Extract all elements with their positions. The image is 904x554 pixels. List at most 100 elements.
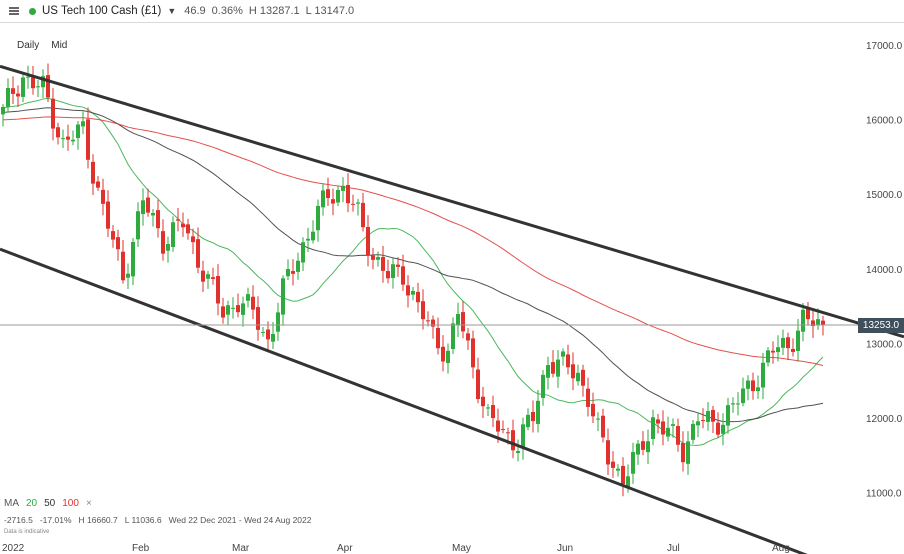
market-status-dot (29, 7, 36, 15)
candle-body (801, 309, 805, 332)
candle-body (661, 421, 665, 435)
x-tick-label: Feb (132, 543, 150, 554)
candle-body (586, 388, 590, 407)
candle-body (341, 185, 345, 191)
ma-label: MA (4, 498, 19, 509)
candle-body (491, 405, 495, 419)
candle-body (466, 333, 470, 341)
candle-body (751, 380, 755, 392)
ma-20-line (2, 97, 824, 446)
current-price-tag: 13253.0 (858, 317, 904, 333)
chevron-down-icon[interactable]: ▼ (167, 6, 177, 16)
ma-legend: MA 20 50 100 × (4, 498, 92, 509)
candle-body (401, 266, 405, 285)
candle-body (591, 404, 595, 417)
candle-body (736, 403, 740, 405)
x-tick-label: Aug (772, 543, 790, 554)
range-high: H 16660.7 (78, 515, 118, 525)
x-tick-label: Apr (337, 543, 353, 554)
candle-body (261, 331, 265, 333)
candle-body (236, 305, 240, 313)
candle-body (186, 224, 190, 234)
candle-body (756, 387, 760, 392)
y-tick-label: 16000.0 (866, 116, 903, 127)
candle-body (166, 244, 170, 251)
candle-body (511, 430, 515, 451)
ma-20-label[interactable]: 20 (26, 498, 38, 509)
y-tick-label: 13000.0 (866, 339, 903, 350)
disclaimer: Data is indicative (4, 529, 50, 535)
candle-body (1, 106, 5, 115)
candle-body (706, 411, 710, 422)
candle-body (656, 419, 660, 424)
candle-body (231, 307, 235, 309)
ma-100-label[interactable]: 100 (62, 498, 79, 509)
candle-body (716, 422, 720, 435)
candle-body (766, 350, 770, 363)
y-tick-label: 17000.0 (866, 41, 903, 52)
moving-averages (2, 97, 824, 446)
ma-50-line (2, 107, 824, 423)
menu-icon[interactable] (9, 7, 19, 15)
candle-body (496, 420, 500, 432)
candle-body (371, 255, 375, 260)
candle-body (546, 365, 550, 378)
candle-body (486, 407, 490, 409)
candle-body (571, 364, 575, 379)
candle-body (271, 333, 275, 342)
close-icon[interactable]: × (85, 498, 92, 509)
candle-body (211, 277, 215, 279)
candle-body (21, 77, 25, 97)
candle-body (646, 441, 650, 453)
candle-body (76, 124, 80, 139)
candle-body (696, 421, 700, 426)
candle-body (101, 189, 105, 204)
candle-body (396, 264, 400, 267)
candle-body (296, 260, 300, 272)
range-low: L 11036.6 (124, 515, 162, 525)
upper-channel-line (0, 64, 904, 339)
price-chart[interactable]: 11000.0 12000.0 13000.0 14000.0 15000.0 16000… (0, 23, 904, 554)
candle-body (441, 346, 445, 362)
candle-body (66, 136, 70, 140)
candle-body (366, 226, 370, 256)
instrument-name[interactable]: US Tech 100 Cash (£1) (42, 5, 162, 17)
x-tick-label: May (452, 543, 471, 554)
time-axis: 2022 Feb Mar Apr May Jun Jul Aug (2, 543, 790, 554)
candle-body (81, 121, 85, 127)
candle-body (731, 403, 735, 405)
candle-body (121, 251, 125, 281)
price-axis: 11000.0 12000.0 13000.0 14000.0 15000.0 16000… (866, 41, 903, 500)
top-bar: US Tech 100 Cash (£1) ▼ 46.9 0.36% H 132… (0, 0, 904, 23)
candle-body (281, 278, 285, 315)
candle-body (421, 301, 425, 320)
candle-body (386, 271, 390, 279)
candle-body (541, 374, 545, 398)
candle-body (606, 440, 610, 465)
candle-body (6, 87, 10, 107)
candle-body (746, 380, 750, 389)
y-tick-label: 12000.0 (866, 414, 903, 425)
candle-body (61, 138, 65, 140)
ma-50-label[interactable]: 50 (44, 498, 56, 509)
candle-body (391, 264, 395, 278)
session-low: L 13147.0 (305, 5, 355, 17)
candle-body (196, 239, 200, 268)
candle-body (26, 76, 30, 78)
candle-body (381, 257, 385, 271)
range-change: -2716.5 (4, 515, 33, 525)
candle-body (36, 86, 40, 88)
candle-body (616, 468, 620, 471)
candle-body (351, 203, 355, 205)
candle-body (721, 424, 725, 434)
candle-body (521, 424, 525, 449)
price-type-selector[interactable]: Mid (51, 40, 68, 51)
candle-body (206, 274, 210, 279)
candle-body (201, 270, 205, 282)
interval-selector[interactable]: Daily (17, 40, 40, 51)
candle-body (701, 420, 705, 422)
candle-body (41, 76, 45, 88)
range-dates: Wed 22 Dec 2021 - Wed 24 Aug 2022 (168, 515, 312, 525)
candle-body (686, 441, 690, 464)
candle-body (191, 236, 195, 243)
